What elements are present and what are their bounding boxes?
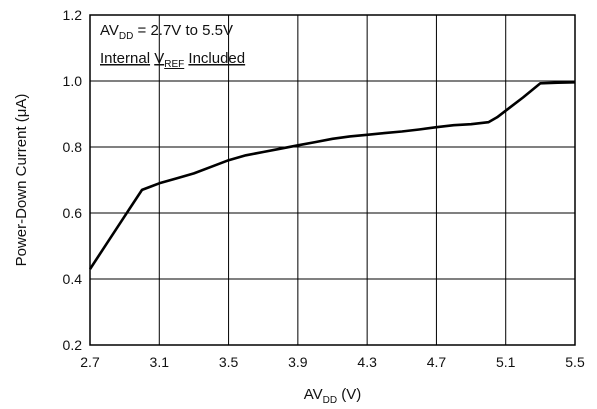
annotation-line-1-sub: DD [119, 31, 133, 42]
annotation-line-2-v: V [154, 50, 164, 67]
annotation-line-1-main: AV [100, 22, 119, 39]
x-tick-labels: 2.7 3.1 3.5 3.9 4.3 4.7 5.1 5.5 [80, 354, 585, 370]
x-tick-label: 3.1 [150, 354, 170, 370]
grid [90, 15, 575, 345]
x-tick-label: 5.5 [565, 354, 585, 370]
x-tick-label: 4.7 [427, 354, 447, 370]
y-axis-label: Power-Down Current (μA) [13, 94, 30, 267]
y-tick-label: 0.4 [63, 271, 83, 287]
annotation-line-1-rest: = 2.7V to 5.5V [133, 22, 233, 39]
x-axis-label-main: AV [304, 386, 323, 403]
x-tick-label: 3.5 [219, 354, 239, 370]
series-line [88, 81, 576, 270]
plot-frame [89, 14, 576, 346]
y-tick-label: 0.2 [63, 337, 83, 353]
y-tick-labels: 0.2 0.4 0.6 0.8 1.0 1.2 [63, 7, 83, 353]
x-tick-label: 2.7 [80, 354, 100, 370]
y-tick-label: 1.2 [63, 7, 83, 23]
x-tick-label: 4.3 [357, 354, 377, 370]
annotation-line-2-part1: Internal [100, 50, 150, 67]
annotation-line-2-part3: Included [188, 50, 245, 67]
x-axis-label-sub: DD [323, 395, 337, 406]
annotation: AVDD = 2.7V to 5.5V Internal VREF Includ… [100, 22, 245, 70]
y-tick-label: 0.8 [63, 139, 83, 155]
annotation-line-2-sub: REF [164, 59, 184, 70]
x-axis-label: AVDD (V) [304, 386, 362, 406]
y-tick-label: 0.6 [63, 205, 83, 221]
x-tick-label: 3.9 [288, 354, 308, 370]
annotation-line-2: Internal VREF Included [100, 50, 245, 70]
annotation-line-1: AVDD = 2.7V to 5.5V [100, 22, 233, 42]
y-tick-label: 1.0 [63, 73, 83, 89]
x-axis-label-unit: (V) [337, 386, 361, 403]
x-tick-label: 5.1 [496, 354, 516, 370]
